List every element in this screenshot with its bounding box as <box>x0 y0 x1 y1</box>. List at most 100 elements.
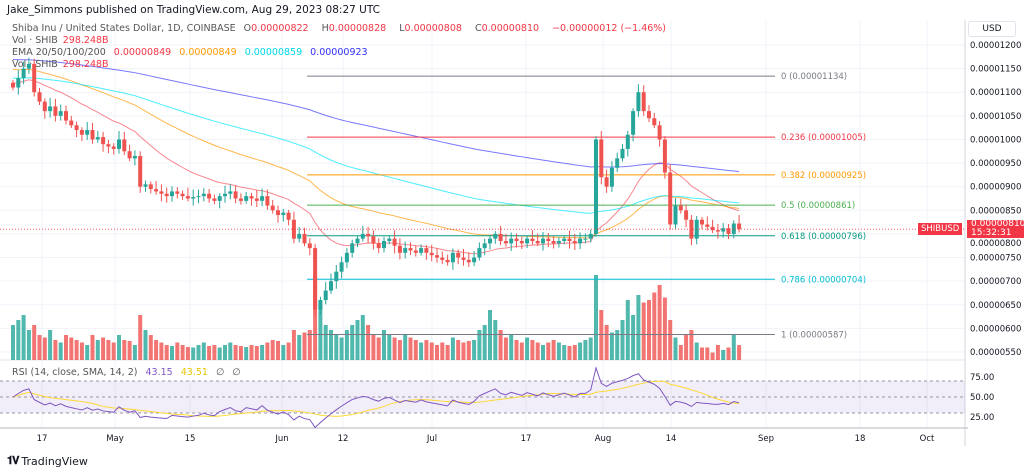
open-value: 0.00000822 <box>251 23 309 34</box>
symbol-legend: Shiba Inu / United States Dollar, 1D, CO… <box>12 23 671 34</box>
candle-body <box>408 248 413 251</box>
rsi-tick-label: 50.00 <box>970 393 994 403</box>
candle <box>673 198 678 229</box>
volume-bar <box>477 330 482 360</box>
fib-level-label: 0 (0.00001134) <box>781 72 847 82</box>
ema-label[interactable]: EMA 20/50/100/200 <box>12 47 106 58</box>
time-tick-label: 12 <box>338 434 349 444</box>
volume-bar <box>668 320 673 360</box>
symbol-price-tag: SHIBUSD <box>918 223 963 235</box>
candle-body <box>238 198 243 201</box>
time-tick-label: Oct <box>920 434 935 444</box>
volume-bar <box>196 345 201 360</box>
volume-bar <box>101 337 106 360</box>
candle <box>228 184 233 200</box>
candle-body <box>366 233 371 237</box>
candle-body <box>594 139 598 234</box>
candle <box>318 296 323 315</box>
rsi-line <box>12 366 740 429</box>
time-tick-label: Jun <box>274 434 288 444</box>
candle-body <box>541 238 545 244</box>
candle <box>652 113 657 129</box>
volume-bar <box>445 345 450 360</box>
candle-body <box>435 255 439 258</box>
volume-bar <box>387 335 392 360</box>
candle <box>122 131 127 156</box>
volume-bar <box>42 337 47 360</box>
candle <box>424 245 429 260</box>
candle-body <box>662 139 667 173</box>
candle-body <box>334 271 339 282</box>
time-tick-label: 14 <box>666 434 677 444</box>
high-value: 0.00000828 <box>328 23 387 34</box>
volume-bar <box>355 320 360 360</box>
fib-level-label: 0.786 (0.00000704) <box>781 275 866 285</box>
ema100-value: 0.00000859 <box>244 47 303 58</box>
rsi-label[interactable]: RSI (14, close, SMA, 14, 2) <box>12 367 138 378</box>
candle <box>270 199 275 214</box>
ema50-value: 0.00000849 <box>179 47 237 58</box>
volume-bar <box>408 337 413 360</box>
volume-bar <box>376 337 381 360</box>
volume-bar <box>556 342 561 360</box>
candle <box>620 144 625 162</box>
candle-body <box>572 241 577 244</box>
volume-bar <box>456 340 461 360</box>
fib-level-label: 0.618 (0.00000796) <box>781 232 866 242</box>
candle-body <box>461 257 466 260</box>
candle-body <box>631 111 636 135</box>
volume-bar <box>461 342 466 360</box>
volume-bar <box>85 345 90 360</box>
candle-body <box>657 125 662 140</box>
currency-selector[interactable]: USD <box>968 21 1016 37</box>
candle <box>710 219 715 233</box>
volume-bar <box>270 340 275 360</box>
candle-body <box>132 155 137 159</box>
candle-body <box>715 230 720 232</box>
candle <box>249 192 254 206</box>
candle-body <box>270 205 275 211</box>
candle <box>477 242 482 261</box>
candle <box>472 250 477 267</box>
volume-bar <box>567 346 572 360</box>
volume-bar <box>95 340 100 360</box>
volume-bar <box>260 345 265 360</box>
candle-body <box>249 196 254 199</box>
volume-bar <box>625 300 630 360</box>
candle-body <box>148 184 153 190</box>
candle <box>339 256 344 279</box>
price-tick-label: 0.00000600 <box>970 324 1021 334</box>
tradingview-logo[interactable]: 𝟏𝐕 TradingView <box>7 454 88 468</box>
candle-body <box>641 92 646 112</box>
candle <box>397 238 402 260</box>
candle <box>201 188 206 202</box>
rsi-tick-label: 75.00 <box>970 373 994 383</box>
volume-bar <box>546 342 551 360</box>
candle-body <box>228 191 233 194</box>
candle <box>726 224 731 240</box>
volume-bar <box>726 347 731 360</box>
price-tick-label: 0.00001050 <box>970 112 1021 122</box>
volume-bar <box>700 347 704 360</box>
volume-bar <box>265 342 270 360</box>
symbol-title[interactable]: Shiba Inu / United States Dollar, 1D, CO… <box>12 23 236 34</box>
candle <box>132 150 137 166</box>
candle-body <box>254 198 259 201</box>
candle-body <box>127 151 132 159</box>
candle <box>715 224 720 239</box>
volume-label[interactable]: Vol · SHIB <box>12 35 58 46</box>
volume-bar <box>519 342 524 360</box>
candle <box>371 230 376 250</box>
change-value: −0.00000012 (−1.46%) <box>552 23 667 34</box>
candle <box>456 249 461 265</box>
candle-body <box>535 241 540 244</box>
candle-body <box>276 210 280 216</box>
volume-bar <box>715 345 720 360</box>
volume-bar <box>466 341 471 360</box>
candle-body <box>291 219 296 239</box>
candle-body <box>69 120 74 126</box>
volume-label-2[interactable]: Vol · SHIB <box>12 59 58 70</box>
volume-bar <box>37 335 42 360</box>
candle-body <box>355 238 360 244</box>
